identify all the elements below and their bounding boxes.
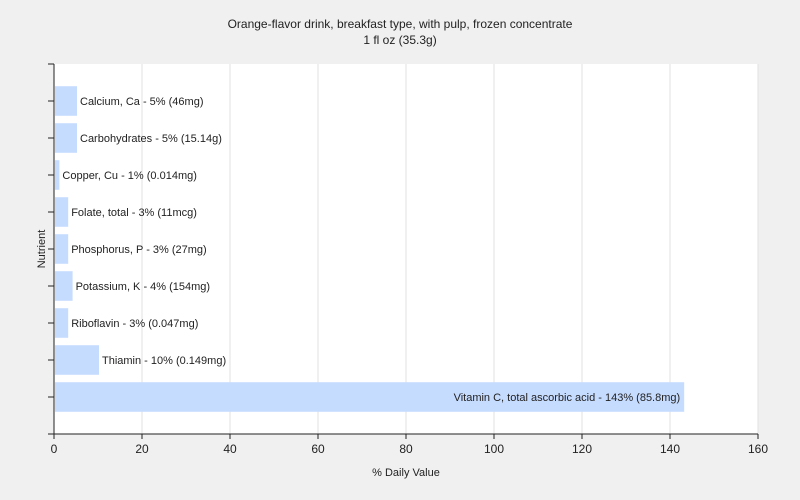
chart-title: Orange-flavor drink, breakfast type, wit… [227,17,573,31]
bar [55,86,77,116]
bar-label: Vitamin C, total ascorbic acid - 143% (8… [454,392,681,404]
gridlines [141,64,759,434]
bars: Calcium, Ca - 5% (46mg) Carbohydrates - 5… [55,86,685,412]
x-tick-label: 20 [135,442,149,456]
bar-label: Calcium, Ca - 5% (46mg) [80,96,203,108]
bar [55,271,73,301]
bar [55,308,69,338]
bar [55,123,77,153]
x-tick-label: 100 [484,442,504,456]
x-tick-label: 80 [399,442,413,456]
x-tick-label: 40 [223,442,237,456]
x-axis-label: % Daily Value [372,467,440,479]
x-tick-label: 160 [748,442,768,456]
x-tick-label: 0 [51,442,58,456]
bar [55,234,69,264]
bar-label: Copper, Cu - 1% (0.014mg) [62,170,197,182]
bar [55,345,99,375]
bar-label: Thiamin - 10% (0.149mg) [102,355,226,367]
y-axis-label: Nutrient [36,230,48,269]
x-tick-label: 140 [660,442,680,456]
bar-label: Riboflavin - 3% (0.047mg) [71,318,198,330]
bar-label: Folate, total - 3% (11mcg) [71,207,197,219]
x-tick-label: 120 [572,442,592,456]
bar [55,197,69,227]
bar [55,160,60,190]
x-tick-label: 60 [311,442,325,456]
bar [55,382,685,412]
chart-title-block: Orange-flavor drink, breakfast type, wit… [0,16,800,48]
bar-label: Phosphorus, P - 3% (27mg) [71,244,207,256]
bar-label: Carbohydrates - 5% (15.14g) [80,133,222,145]
axes: 0 20 40 60 80 100 120 140 160 [48,63,768,456]
chart-subtitle: 1 fl oz (35.3g) [363,33,437,47]
bar-label: Potassium, K - 4% (154mg) [76,281,211,293]
